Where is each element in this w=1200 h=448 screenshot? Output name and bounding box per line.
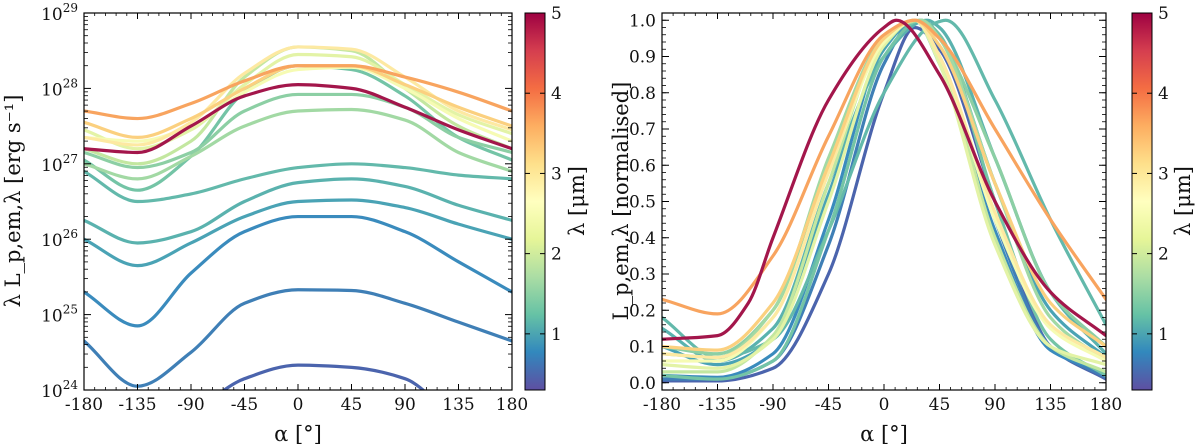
left-colorbar-ticks: 1 2 3 4 5 [525,4,562,345]
left-series-line-0 [221,363,426,390]
colorbar-tick-label-0: 1 [551,325,562,345]
right-colorbar-ticks: 1 2 3 4 5 [1132,4,1169,345]
left-ytick-base: 10 [41,80,63,100]
colorbar-tick-label-0: 1 [1158,325,1169,345]
left-ytick-exponent: 24 [63,378,79,392]
right-plot: -180 -135 -90 -45 0 45 90 135 180 0.0 0.1 0.2 0.3 0.4… [609,11,1122,446]
right-series-line-14 [662,18,1106,316]
right-ticks: -180 -135 -90 -45 0 45 90 135 180 0.0 0.1 0.2 0.3 0.4… [629,11,1122,415]
left-series-line-14 [84,64,512,121]
right-xtick-label-4: 0 [879,395,890,415]
left-series-line-10 [84,52,512,151]
right-series-line-15 [662,18,1106,341]
left-series-line-2 [84,214,512,328]
colorbar-tick-label-3: 4 [551,84,562,104]
right-ytick-label-8: 0.8 [629,84,656,104]
left-xtick-label-2: -90 [177,395,204,415]
left-colorbar-gradient [524,12,546,391]
left-y-axis-label: λ L_p,em,λ [erg s⁻¹] [1,95,25,308]
colorbar-tick-label-2: 3 [551,164,562,184]
left-series-line-11 [84,65,512,143]
right-colorbar-gradient [1131,12,1153,391]
left-ytick-base: 10 [41,231,63,251]
left-ytick-label-3: 1027 [41,152,78,176]
right-x-axis-label: α [°] [860,422,908,446]
colorbar-tick-label-2: 3 [1158,164,1169,184]
right-y-axis-label: L_p,em,λ [normalised] [609,82,633,321]
left-xtick-label-4: 0 [293,395,304,415]
left-xtick-label-8: 180 [496,395,528,415]
right-ytick-label-0: 0.0 [629,374,656,394]
left-xtick-label-0: -180 [65,395,103,415]
right-xtick-label-7: 135 [1034,395,1066,415]
left-ytick-exponent: 29 [63,1,78,15]
right-series-line-5 [662,18,1106,359]
left-ytick-exponent: 28 [63,76,78,90]
right-xtick-label-3: -45 [815,395,842,415]
left-series-line-8 [84,107,512,181]
right-xtick-label-1: -135 [698,395,736,415]
left-ytick-exponent: 26 [63,227,78,241]
left-xtick-label-3: -45 [231,395,258,415]
left-x-axis-label: α [°] [274,422,322,446]
right-ytick-label-2: 0.2 [629,301,656,321]
right-ytick-label-7: 0.7 [629,120,656,140]
left-ytick-exponent: 27 [63,152,78,166]
colorbar-tick-label-1: 2 [551,245,562,265]
right-colorbar: 1 2 3 4 5 λ [μm] [1131,4,1195,391]
left-series-line-1 [84,288,512,388]
left-lines [84,45,512,390]
left-ticks: -180 -135 -90 -45 0 45 90 135 180102410251026102… [41,1,528,415]
right-ytick-label-4: 0.4 [629,229,656,249]
colorbar-tick-label-4: 5 [1158,4,1169,24]
right-ytick-label-3: 0.3 [629,265,656,285]
left-ytick-label-0: 1024 [41,378,78,402]
left-axes-frame [83,12,513,391]
left-ytick-base: 10 [41,382,63,402]
left-colorbar: 1 2 3 4 5 λ [μm] [524,4,589,391]
left-xtick-label-5: 45 [341,395,363,415]
colorbar-tick-label-4: 5 [551,4,562,24]
left-colorbar-label: λ [μm] [565,166,589,236]
right-ytick-label-6: 0.6 [629,156,656,176]
left-ytick-base: 10 [41,5,63,25]
left-xtick-label-6: 90 [394,395,416,415]
left-plot: -180 -135 -90 -45 0 45 90 135 180102410251026102… [1,1,528,446]
right-lines [662,18,1106,383]
left-xtick-label-1: -135 [118,395,156,415]
right-ytick-label-5: 0.5 [629,193,656,213]
left-ytick-base: 10 [41,156,63,176]
right-series-line-7 [662,18,1106,356]
right-series-line-12 [662,18,1106,359]
right-ytick-label-10: 1.0 [629,11,656,31]
left-ytick-label-2: 1026 [41,227,78,251]
left-series-line-3 [84,198,512,268]
left-series-line-5 [84,162,512,204]
right-xtick-label-8: 180 [1090,395,1122,415]
left-xtick-label-7: 135 [442,395,474,415]
right-colorbar-label: λ [μm] [1171,166,1195,236]
left-series-line-4 [84,177,512,245]
right-xtick-label-2: -90 [759,395,786,415]
right-ytick-label-9: 0.9 [629,48,656,68]
right-xtick-label-6: 90 [984,395,1006,415]
colorbar-tick-label-1: 2 [1158,245,1169,265]
left-ytick-label-5: 1029 [41,1,78,25]
right-xtick-label-0: -180 [643,395,681,415]
left-ytick-label-1: 1025 [41,303,78,327]
left-series-line-7 [84,92,512,170]
left-series-line-15 [84,83,512,155]
right-axes-frame [661,12,1107,391]
right-xtick-label-5: 45 [929,395,951,415]
left-ytick-label-4: 1028 [41,76,78,100]
right-ytick-label-1: 0.1 [629,338,656,358]
colorbar-tick-label-3: 4 [1158,84,1169,104]
left-ytick-base: 10 [41,307,63,327]
left-ytick-exponent: 25 [63,303,78,317]
